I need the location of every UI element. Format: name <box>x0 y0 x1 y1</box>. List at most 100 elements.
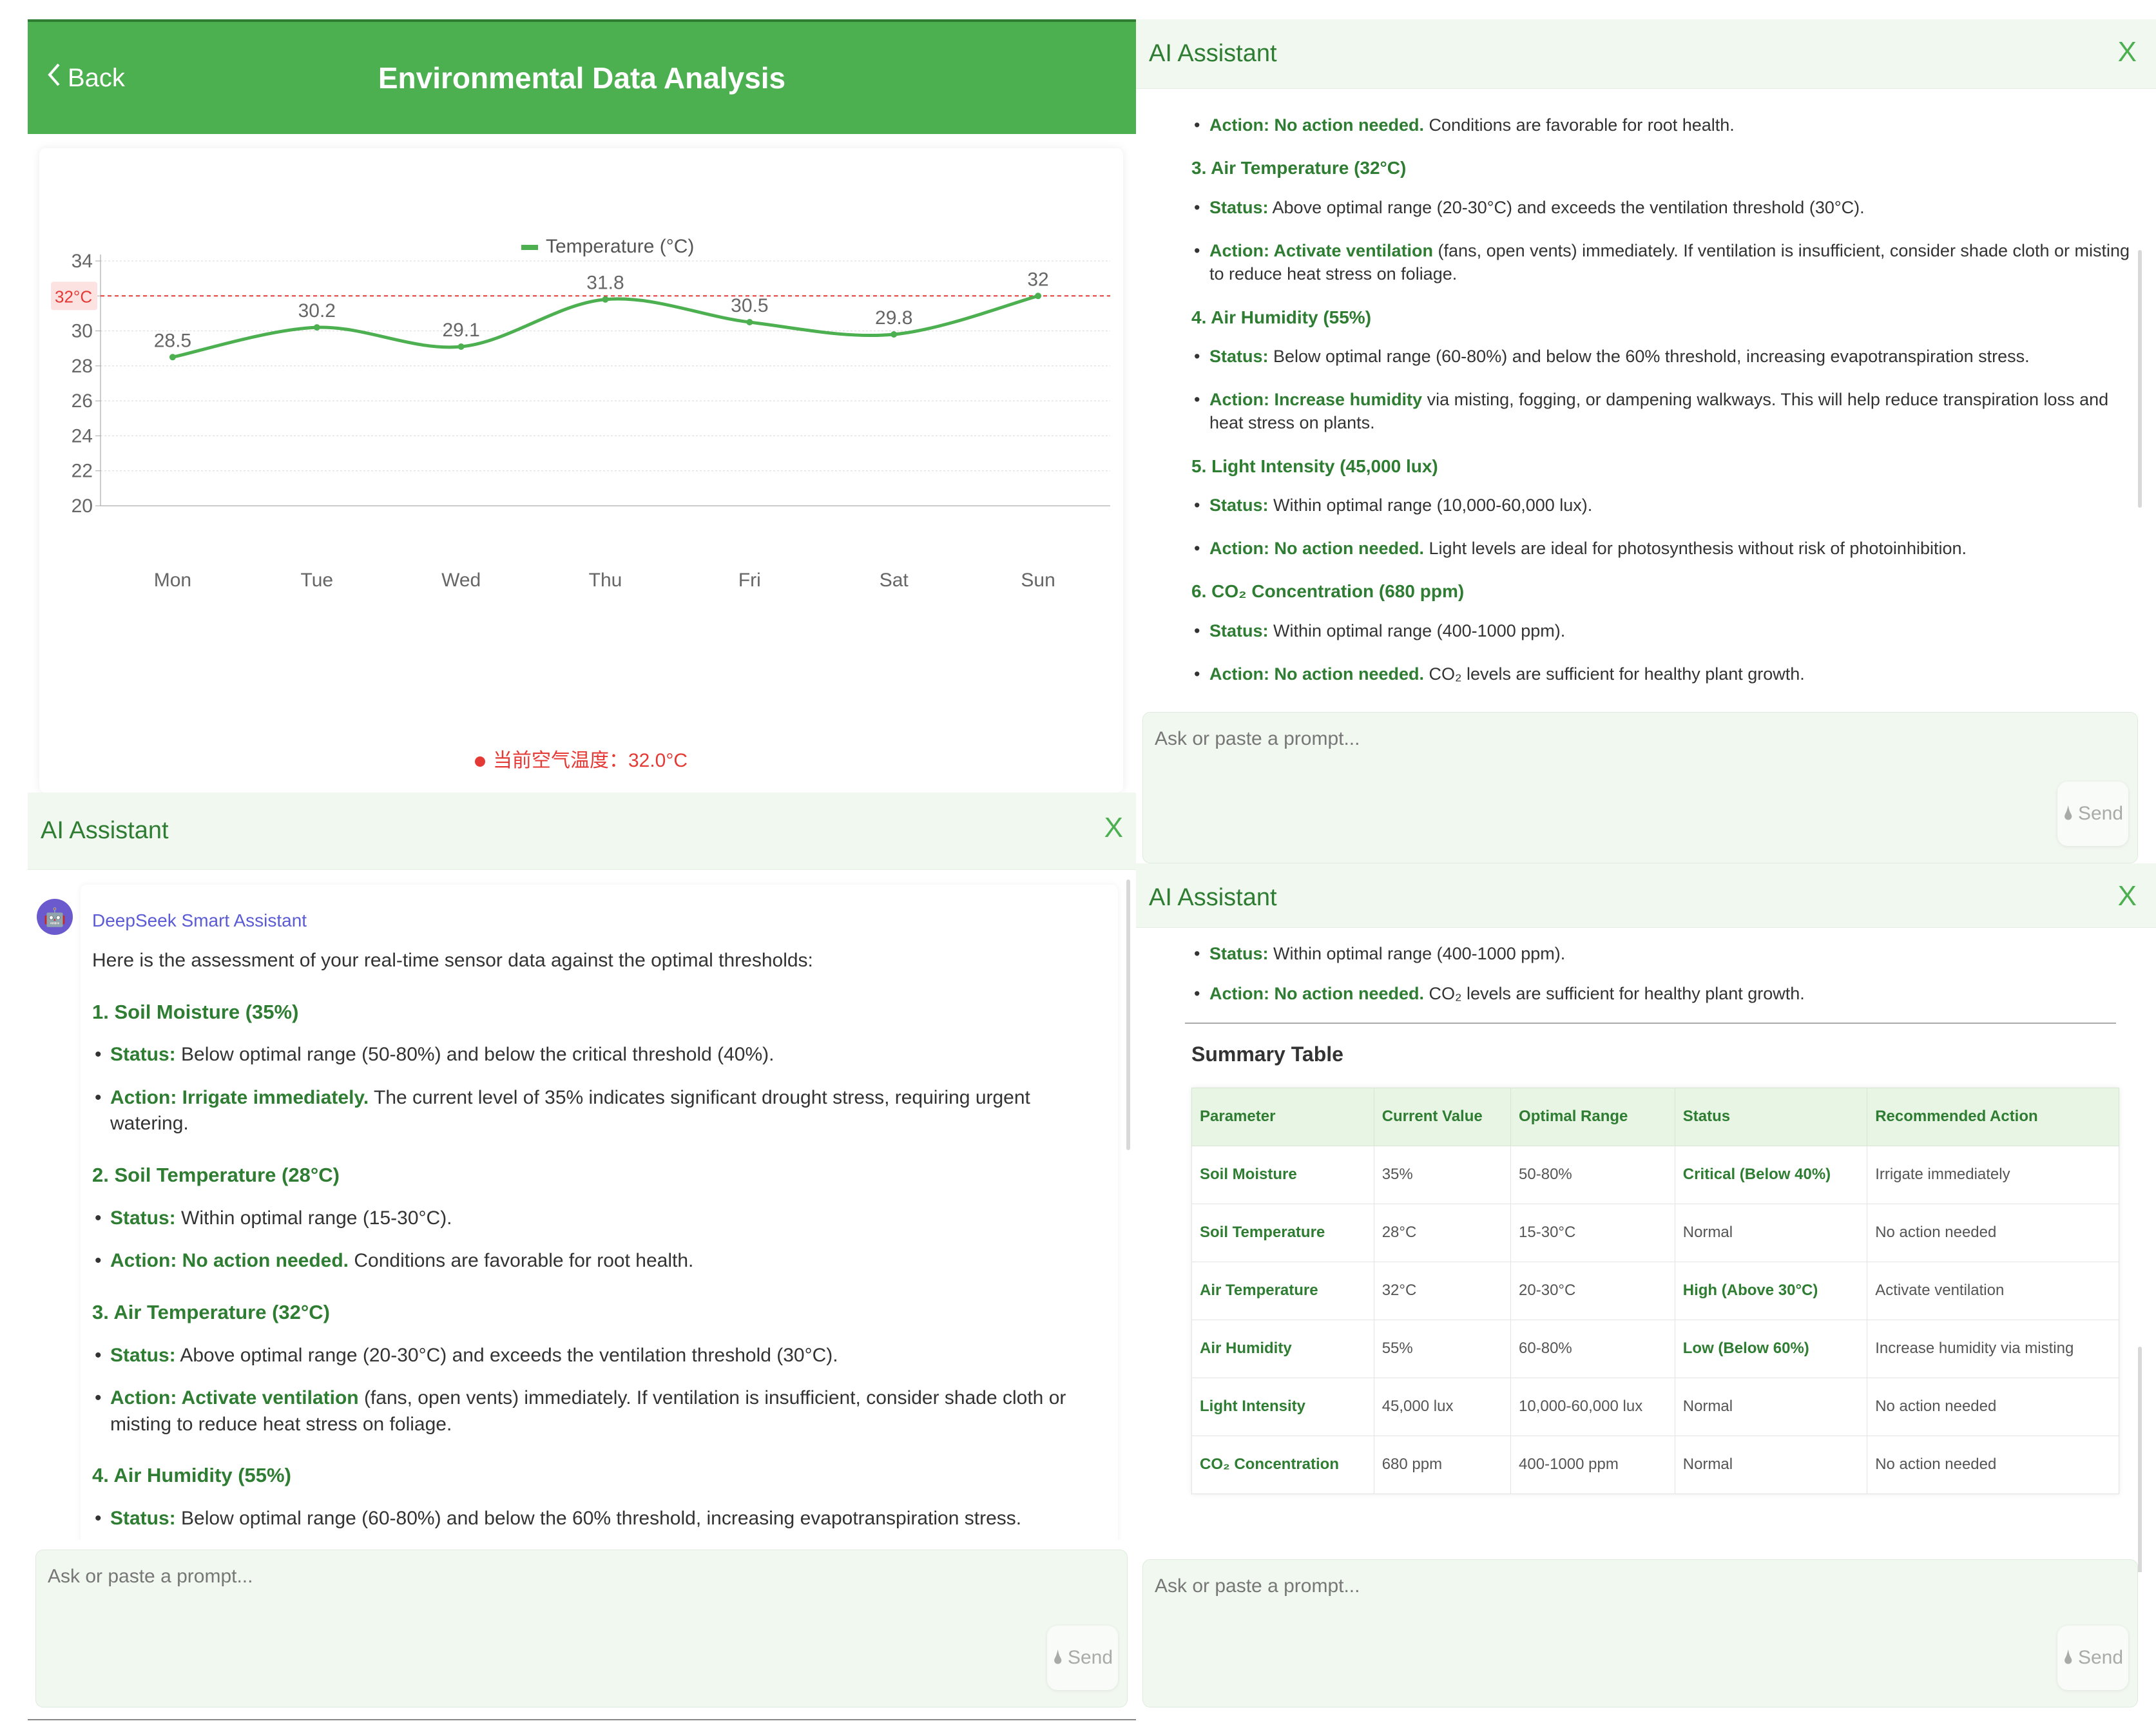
section-heading: 1. Soil Moisture (35%) <box>92 1000 299 1023</box>
data-point <box>602 296 609 303</box>
current-air-temperature: 当前空气温度：32.0°C <box>39 744 1123 773</box>
send-button[interactable]: 🌢 Send <box>2057 1626 2128 1690</box>
table-header-cell: Current Value <box>1373 1088 1512 1147</box>
send-button[interactable]: 🌢 Send <box>2057 782 2128 846</box>
prompt-input[interactable]: Ask or paste a prompt... <box>48 1566 253 1587</box>
data-point <box>457 343 465 350</box>
ai-assistant-title: AI Assistant <box>1149 40 1277 67</box>
prompt-input[interactable]: Ask or paste a prompt... <box>1155 728 1360 749</box>
assistant-message: Here is the assessment of your real-time… <box>92 948 1106 1540</box>
section-heading: 3. Air Temperature (32°C) <box>92 1300 331 1323</box>
ai-assistant-header: AI Assistant X <box>1136 863 2156 928</box>
data-point <box>1035 293 1042 300</box>
table-cell: Activate ventilation <box>1867 1262 2119 1321</box>
send-button[interactable]: 🌢 Send <box>1047 1626 1118 1690</box>
x-tick-label: Mon <box>154 570 191 591</box>
table-cell: 10,000-60,000 lux <box>1510 1378 1675 1437</box>
table-header-cell: Parameter <box>1191 1088 1374 1147</box>
x-tick-label: Sun <box>1021 570 1055 591</box>
table-row: Air Humidity 55% 60-80% Low (Below 60%) Incr… <box>1191 1320 2119 1379</box>
table-header-cell: Status <box>1674 1088 1868 1147</box>
x-tick-label: Tue <box>300 570 333 591</box>
send-icon: 🌢 <box>2062 803 2074 824</box>
temperature-chart-card: Temperature (°C) 34 32 30 28 26 24 22 20 Mon Tue We… <box>39 148 1123 793</box>
list-item: Status: Below optimal range (50-80%) and… <box>92 1042 1106 1068</box>
table-cell: High (Above 30°C) <box>1674 1262 1868 1321</box>
table-cell: Normal <box>1674 1436 1868 1495</box>
chat-messages[interactable]: Action: No action needed. Conditions are… <box>1136 89 2156 707</box>
close-button[interactable]: X <box>2117 880 2137 912</box>
divider <box>28 1719 1136 1720</box>
data-label: 29.1 <box>442 320 479 341</box>
table-header-row: Parameter Current Value Optimal Range Statu… <box>1191 1088 2119 1147</box>
scrollbar[interactable] <box>2138 250 2142 508</box>
table-cell: Soil Moisture <box>1191 1146 1374 1205</box>
section-heading: 2. Soil Temperature (28°C) <box>92 1163 340 1186</box>
data-label: 30.5 <box>731 295 768 316</box>
threshold-badge <box>51 282 97 311</box>
table-cell: Normal <box>1674 1204 1868 1263</box>
table-cell: 45,000 lux <box>1373 1378 1512 1437</box>
data-label: 31.8 <box>586 273 624 294</box>
data-label: 30.2 <box>298 300 336 322</box>
legend-label: Temperature (°C) <box>546 236 694 257</box>
assistant-message: Status: Within optimal range (400-1000 p… <box>1185 942 2145 1495</box>
list-item: Status: Below optimal range (60-80%) and… <box>1191 345 2145 369</box>
send-icon: 🌢 <box>1052 1647 1064 1668</box>
table-cell: 20-30°C <box>1510 1262 1675 1321</box>
y-tick-label: 24 <box>72 425 93 447</box>
list-item: Status: Below optimal range (60-80%) and… <box>92 1506 1106 1532</box>
data-point <box>169 354 176 361</box>
summary-table: Parameter Current Value Optimal Range Statu… <box>1191 1088 2119 1495</box>
ai-assistant-title: AI Assistant <box>1149 884 1277 911</box>
data-label: 32 <box>1027 269 1048 290</box>
back-label: Back <box>68 63 125 92</box>
list-item: Action: No action needed. CO₂ levels are… <box>1191 662 2145 686</box>
table-cell: Light Intensity <box>1191 1378 1374 1437</box>
table-header-cell: Optimal Range <box>1510 1088 1675 1147</box>
close-button[interactable]: X <box>1104 812 1123 843</box>
table-cell: Critical (Below 40%) <box>1674 1146 1868 1205</box>
table-cell: 35% <box>1373 1146 1512 1205</box>
y-tick-label: 30 <box>72 321 93 342</box>
list-item: Action: No action needed. Light levels a… <box>1191 537 2145 561</box>
section-heading: 6. CO₂ Concentration (680 ppm) <box>1191 581 1465 602</box>
data-point <box>313 324 320 331</box>
section-heading: 5. Light Intensity (45,000 lux) <box>1191 456 1438 476</box>
scrollbar[interactable] <box>1126 879 1130 1150</box>
list-item: Action: Increase humidity via misting, f… <box>1191 388 2145 435</box>
list-item: Action: Activate ventilation (fans, open… <box>92 1385 1106 1437</box>
table-cell: 15-30°C <box>1510 1204 1675 1263</box>
section-heading: 3. Air Temperature (32°C) <box>1191 158 1407 178</box>
chat-messages[interactable]: Status: Within optimal range (400-1000 p… <box>1136 928 2156 1572</box>
y-tick-label: 22 <box>72 461 93 482</box>
ai-assistant-header: AI Assistant X <box>28 793 1136 870</box>
ai-assistant-title: AI Assistant <box>41 817 169 844</box>
ai-assistant-pane-top: AI Assistant X Action: No action needed.… <box>1136 19 2156 863</box>
prompt-input[interactable]: Ask or paste a prompt... <box>1155 1575 1360 1597</box>
list-item: Status: Within optimal range (400-1000 p… <box>1191 942 2145 966</box>
close-button[interactable]: X <box>2117 36 2137 68</box>
prompt-input-box[interactable]: Ask or paste a prompt... 🌢 Send <box>1142 1559 2138 1707</box>
table-cell: 32°C <box>1373 1262 1512 1321</box>
x-tick-label: Fri <box>738 570 761 591</box>
y-tick-label: 20 <box>72 495 93 517</box>
prompt-input-box[interactable]: Ask or paste a prompt... 🌢 Send <box>1142 712 2138 863</box>
assistant-message-bubble: DeepSeek Smart Assistant Here is the ass… <box>81 885 1118 1540</box>
send-icon: 🌢 <box>2062 1647 2074 1668</box>
scrollbar[interactable] <box>2138 1347 2142 1572</box>
chat-messages[interactable]: 🤖 DeepSeek Smart Assistant Here is the a… <box>28 879 1136 1540</box>
alert-dot-icon <box>474 756 485 767</box>
list-item: Action: No action needed. Conditions are… <box>1191 113 2145 137</box>
analysis-pane: Back Environmental Data Analysis Tempera… <box>28 19 1136 1720</box>
y-tick-label: 28 <box>72 356 93 377</box>
data-point <box>890 331 898 338</box>
table-cell: Air Temperature <box>1191 1262 1374 1321</box>
prompt-input-box[interactable]: Ask or paste a prompt... 🌢 Send <box>35 1550 1128 1707</box>
table-cell: Normal <box>1674 1378 1868 1437</box>
list-item: Status: Within optimal range (400-1000 p… <box>1191 619 2145 643</box>
back-button[interactable]: Back <box>47 62 125 94</box>
table-row: Soil Temperature 28°C 15-30°C Normal No acti… <box>1191 1204 2119 1263</box>
list-item: Action: Activate ventilation (fans, open… <box>1191 239 2145 286</box>
table-cell: 28°C <box>1373 1204 1512 1263</box>
